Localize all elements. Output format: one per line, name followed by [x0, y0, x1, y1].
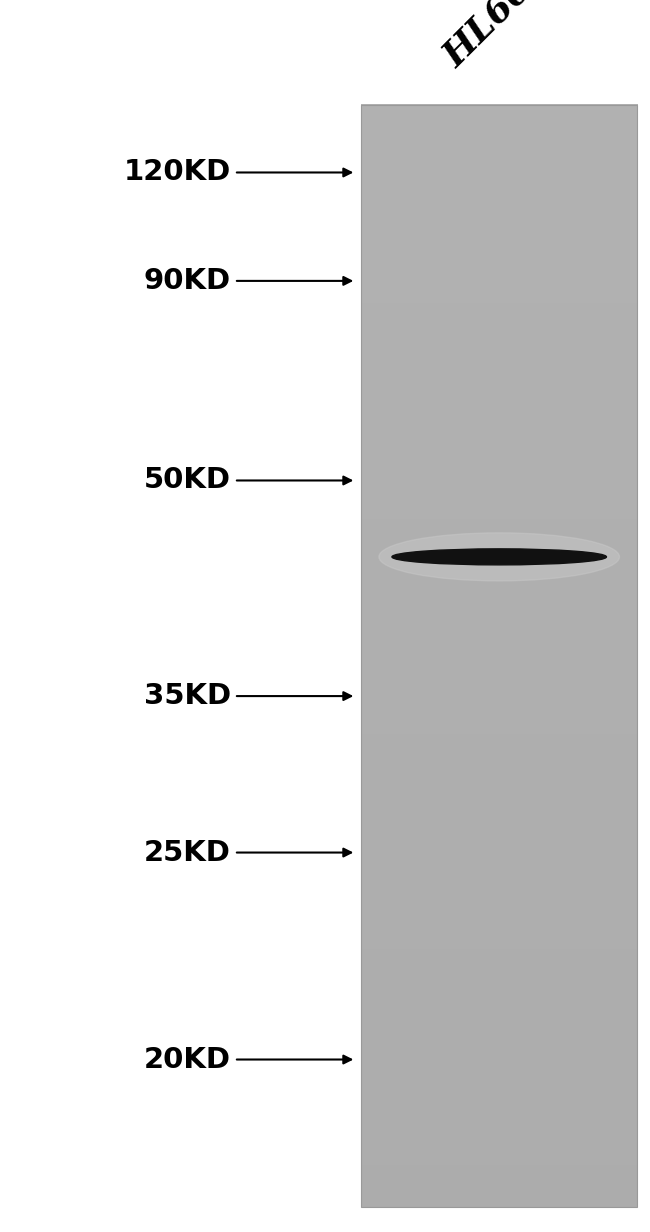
Text: 90KD: 90KD	[144, 267, 231, 294]
Text: HL60: HL60	[437, 0, 539, 74]
Bar	[361, 105, 637, 1207]
Text: 35KD: 35KD	[144, 683, 231, 710]
Ellipse shape	[392, 548, 606, 564]
Text: 50KD: 50KD	[144, 467, 231, 494]
Text: 120KD: 120KD	[124, 159, 231, 186]
Ellipse shape	[379, 532, 619, 580]
Text: 25KD: 25KD	[144, 839, 231, 866]
Text: 20KD: 20KD	[144, 1046, 231, 1073]
